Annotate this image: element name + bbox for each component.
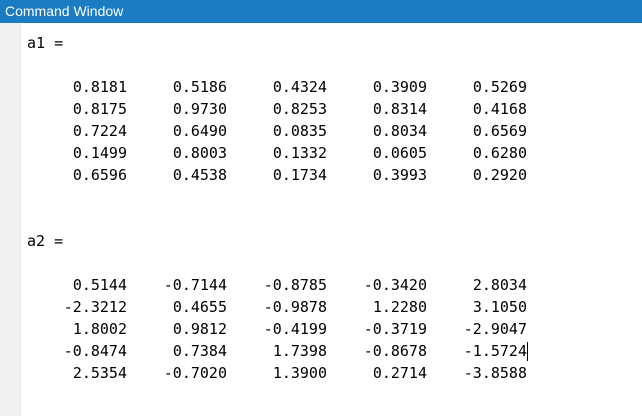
matrix-cell: 0.9730 (172, 100, 227, 118)
matrix-header: a1 = (27, 34, 64, 52)
text-cursor (527, 342, 528, 361)
matrix-cell: 0.5269 (472, 78, 527, 96)
matrix-cell: 0.8034 (372, 122, 427, 140)
matrix-cell: 0.6280 (472, 144, 527, 162)
matrix-cell: 0.2920 (472, 166, 527, 184)
matrix-cell: 0.4324 (272, 78, 327, 96)
matrix-cell: 1.8002 (72, 320, 127, 338)
matrix-cell: 1.7398 (272, 342, 327, 360)
matrix-cell: -0.8678 (363, 342, 427, 360)
matrix-cell: -0.3719 (363, 320, 427, 338)
matrix-cell: 0.5186 (172, 78, 227, 96)
matrix-row: 0.1499 0.8003 0.1332 0.0605 0.6280 (27, 142, 547, 164)
matrix-cell: 0.4168 (472, 100, 527, 118)
matrix-cell: -1.5724 (463, 342, 527, 360)
matrix-row: 2.5354 -0.7020 1.3900 0.2714 -3.8588 (27, 362, 547, 384)
matrix-cell: 0.5144 (72, 276, 127, 294)
matrix-cell: 2.8034 (472, 276, 527, 294)
matrix-cell: 0.8003 (172, 144, 227, 162)
console-output[interactable]: a1 = 0.8181 0.5186 0.4324 0.3909 0.5269 0.8175… (27, 23, 637, 416)
matrix-cell: 0.9812 (172, 320, 227, 338)
matrix-cell: 1.2280 (372, 298, 427, 316)
window-title: Command Window (0, 0, 642, 23)
matrix-header: a2 = (27, 232, 64, 250)
matrix-cell: -0.8474 (63, 342, 127, 360)
matrix-cell: 0.8175 (72, 100, 127, 118)
matrix-row: 0.8175 0.9730 0.8253 0.8314 0.4168 (27, 98, 547, 120)
matrix-cell: 0.4538 (172, 166, 227, 184)
matrix-cell: -0.8785 (263, 276, 327, 294)
matrix-cell: 3.1050 (472, 298, 527, 316)
matrix-cell: -0.9878 (263, 298, 327, 316)
matrix-cell: -0.3420 (363, 276, 427, 294)
matrix-cell: 0.6596 (72, 166, 127, 184)
matrix-row: -2.3212 0.4655 -0.9878 1.2280 3.1050 (27, 296, 547, 318)
matrix-cell: 0.6490 (172, 122, 227, 140)
matrix-cell: 0.0605 (372, 144, 427, 162)
matrix-cell: 0.8314 (372, 100, 427, 118)
matrix-row: 0.5144 -0.7144 -0.8785 -0.3420 2.8034 (27, 274, 547, 296)
matrix-cell: 0.1499 (72, 144, 127, 162)
matrix-row: 1.8002 0.9812 -0.4199 -0.3719 -2.9047 (27, 318, 547, 340)
matrix-row: 0.6596 0.4538 0.1734 0.3993 0.2920 (27, 164, 547, 186)
matrix-cell: 0.1734 (272, 166, 327, 184)
left-gutter (0, 23, 21, 416)
matrix-cell: 0.7384 (172, 342, 227, 360)
matrix-cell: 0.4655 (172, 298, 227, 316)
matrix-cell: 0.1332 (272, 144, 327, 162)
matrix-cell: 0.6569 (472, 122, 527, 140)
matrix-cell: -2.3212 (63, 298, 127, 316)
matrix-cell: 1.3900 (272, 364, 327, 382)
matrix-cell: -3.8588 (463, 364, 527, 382)
matrix-cell: -0.7144 (163, 276, 227, 294)
matrix-cell: 0.2714 (372, 364, 427, 382)
matrix-cell: 0.3909 (372, 78, 427, 96)
matrix-cell: 0.8253 (272, 100, 327, 118)
matrix-cell: 0.3993 (372, 166, 427, 184)
matrix-cell: -0.4199 (263, 320, 327, 338)
matrix-cell: 0.7224 (72, 122, 127, 140)
matrix-cell: -2.9047 (463, 320, 527, 338)
matrix-row: 0.7224 0.6490 0.0835 0.8034 0.6569 (27, 120, 547, 142)
matrix-cell: 0.0835 (272, 122, 327, 140)
matrix-row: 0.8181 0.5186 0.4324 0.3909 0.5269 (27, 76, 547, 98)
matrix-cell: -0.7020 (163, 364, 227, 382)
matrix-row: -0.8474 0.7384 1.7398 -0.8678 -1.5724 (27, 340, 547, 362)
matrix-cell: 0.8181 (72, 78, 127, 96)
matrix-cell: 2.5354 (72, 364, 127, 382)
